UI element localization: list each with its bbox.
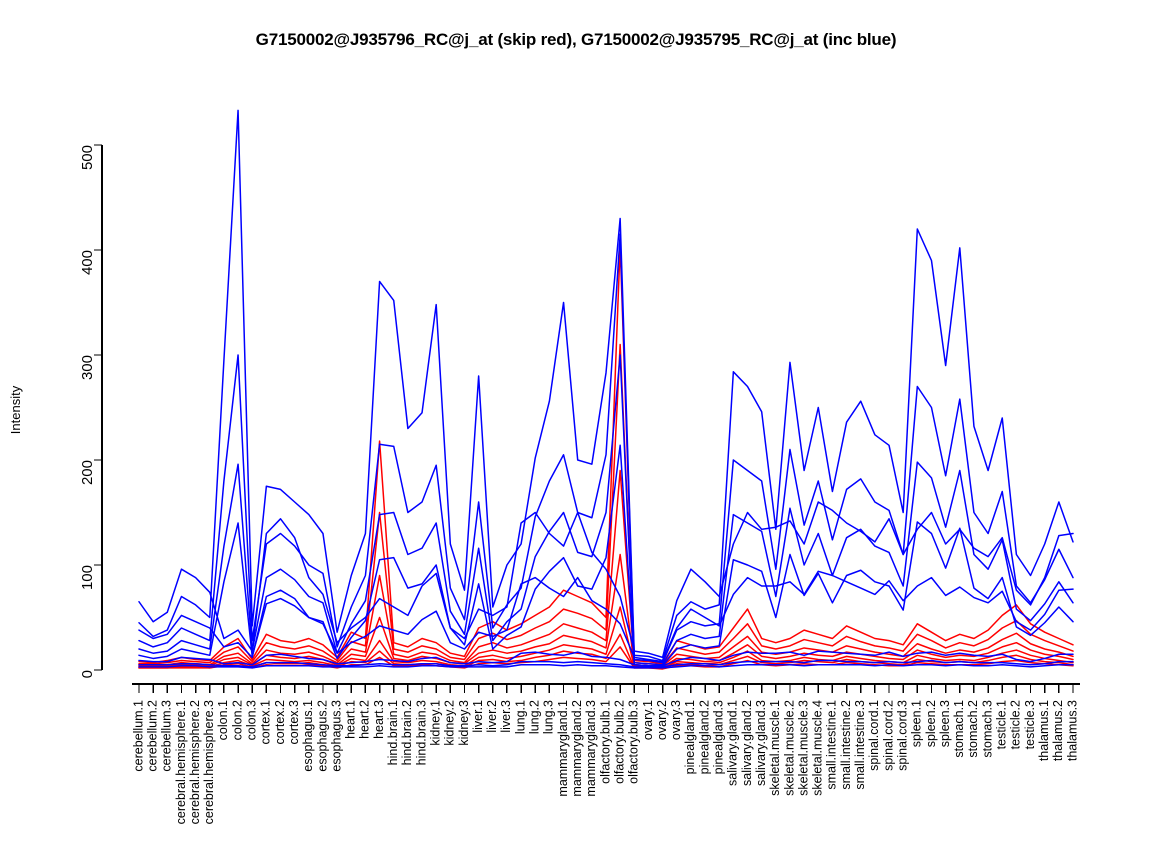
- x-tick-label: skeletal.muscle.2: [782, 700, 796, 796]
- x-tick-label: pinealgland.1: [683, 700, 697, 774]
- x-tick-label: thalamus.3: [1065, 700, 1079, 761]
- y-axis: 0 100 200 300 400 500: [79, 144, 103, 678]
- series-lines: [138, 109, 1074, 670]
- x-tick-label: olfactory.bulb.1: [598, 700, 612, 784]
- series-line: [138, 664, 1074, 669]
- x-tick-label: liver.2: [485, 700, 499, 733]
- x-tick-label: salivary.gland.3: [754, 700, 768, 786]
- x-tick-label: lung.2: [528, 700, 542, 734]
- x-tick-label: small.intestine.2: [839, 700, 853, 790]
- x-tick-label: mammarygland.3: [584, 700, 598, 797]
- x-tick-label: mammarygland.1: [556, 700, 570, 797]
- x-tick-label: skeletal.muscle.4: [811, 700, 825, 796]
- x-tick-label: liver.3: [499, 700, 513, 733]
- x-tick-label: hind.brain.2: [400, 700, 414, 765]
- x-tick-label: lung.3: [542, 700, 556, 734]
- x-tick-label: testicle.3: [1023, 700, 1037, 749]
- x-tick-label: stomach.2: [966, 700, 980, 758]
- chart-title: G7150002@J935796_RC@j_at (skip red), G71…: [255, 30, 897, 49]
- x-tick-label: esophagus.1: [301, 700, 315, 772]
- x-tick-label: olfactory.bulb.2: [612, 700, 626, 784]
- x-tick-label: esophagus.3: [329, 700, 343, 772]
- series-line: [138, 469, 1074, 667]
- y-axis-title-text: Intensity: [8, 385, 23, 434]
- x-tick-label: kidney.2: [443, 700, 457, 746]
- x-tick-labels: cerebellum.1 cerebellum.2 cerebellum.3 cere…: [131, 700, 1079, 824]
- x-tick-label: ovary.1: [641, 700, 655, 740]
- x-tick-label: skeletal.muscle.1: [768, 700, 782, 796]
- x-tick-label: cerebellum.3: [160, 700, 174, 772]
- x-tick-label: small.intestine.3: [853, 700, 867, 790]
- series-line: [138, 570, 1074, 663]
- series-line: [138, 343, 1074, 666]
- x-tick-label: salivary.gland.1: [726, 700, 740, 786]
- x-axis: [132, 683, 1080, 693]
- x-tick-label: hind.brain.3: [414, 700, 428, 765]
- x-tick-label: hind.brain.1: [386, 700, 400, 765]
- x-tick-label: stomach.1: [952, 700, 966, 758]
- x-tick-label: kidney.1: [428, 700, 442, 746]
- y-tick-label: 400: [79, 250, 96, 275]
- x-tick-label: colon.3: [245, 700, 259, 740]
- x-tick-label: cerebral.hemisphere.1: [174, 700, 188, 824]
- series-line: [138, 650, 1074, 667]
- series-line: [138, 109, 1074, 662]
- series-line: [138, 444, 1074, 667]
- series-line: [138, 354, 1074, 666]
- x-tick-label: ovary.3: [669, 700, 683, 740]
- series-line: [138, 606, 1074, 669]
- x-tick-label: cerebellum.1: [131, 700, 145, 772]
- x-tick-label: heart.3: [372, 700, 386, 739]
- y-tick-label: 500: [79, 145, 96, 170]
- x-tick-label: pinealgland.2: [697, 700, 711, 774]
- x-tick-label: thalamus.1: [1037, 700, 1051, 761]
- x-tick-label: cortex.3: [287, 700, 301, 745]
- x-tick-label: salivary.gland.2: [740, 700, 754, 786]
- x-tick-label: heart.2: [358, 700, 372, 739]
- y-tick-label: 300: [79, 355, 96, 380]
- series-line: [138, 659, 1074, 668]
- x-tick-label: pinealgland.3: [712, 700, 726, 774]
- x-tick-label: cortex.1: [259, 700, 273, 745]
- x-tick-label: ovary.2: [655, 700, 669, 740]
- x-tick-label: spleen.3: [938, 700, 952, 747]
- x-tick-label: colon.1: [216, 700, 230, 740]
- x-tick-label: cerebral.hemisphere.2: [188, 700, 202, 824]
- x-tick-label: heart.1: [344, 700, 358, 739]
- series-line: [138, 501, 1074, 659]
- x-tick-label: esophagus.2: [315, 700, 329, 772]
- x-tick-label: stomach.3: [980, 700, 994, 758]
- x-tick-label: cortex.2: [273, 700, 287, 745]
- x-tick-label: colon.2: [230, 700, 244, 740]
- y-axis-title: Intensity: [8, 385, 23, 434]
- series-line: [138, 233, 1074, 664]
- x-tick-label: mammarygland.2: [570, 700, 584, 797]
- series-line: [138, 633, 1074, 669]
- y-tick-label: 0: [79, 670, 96, 678]
- x-tick-label: small.intestine.1: [825, 700, 839, 790]
- x-tick-label: spinal.cord.1: [867, 700, 881, 771]
- series-line: [138, 553, 1074, 668]
- x-tick-label: olfactory.bulb.3: [627, 700, 641, 784]
- x-tick-label: kidney.3: [457, 700, 471, 746]
- x-tick-label: cerebral.hemisphere.3: [202, 700, 216, 824]
- x-tick-label: spinal.cord.3: [895, 700, 909, 771]
- x-tick-label: cerebellum.2: [145, 700, 159, 772]
- x-tick-label: spleen.1: [910, 700, 924, 747]
- x-tick-label: testicle.1: [995, 700, 1009, 749]
- y-tick-label: 100: [79, 565, 96, 590]
- y-tick-label: 200: [79, 460, 96, 485]
- x-tick-label: liver.1: [471, 700, 485, 733]
- x-tick-label: spinal.cord.2: [881, 700, 895, 771]
- x-tick-label: spleen.2: [924, 700, 938, 747]
- x-tick-label: lung.1: [513, 700, 527, 734]
- x-tick-label: thalamus.2: [1051, 700, 1065, 761]
- x-tick-label: skeletal.muscle.3: [796, 700, 810, 796]
- x-tick-label: testicle.2: [1009, 700, 1023, 749]
